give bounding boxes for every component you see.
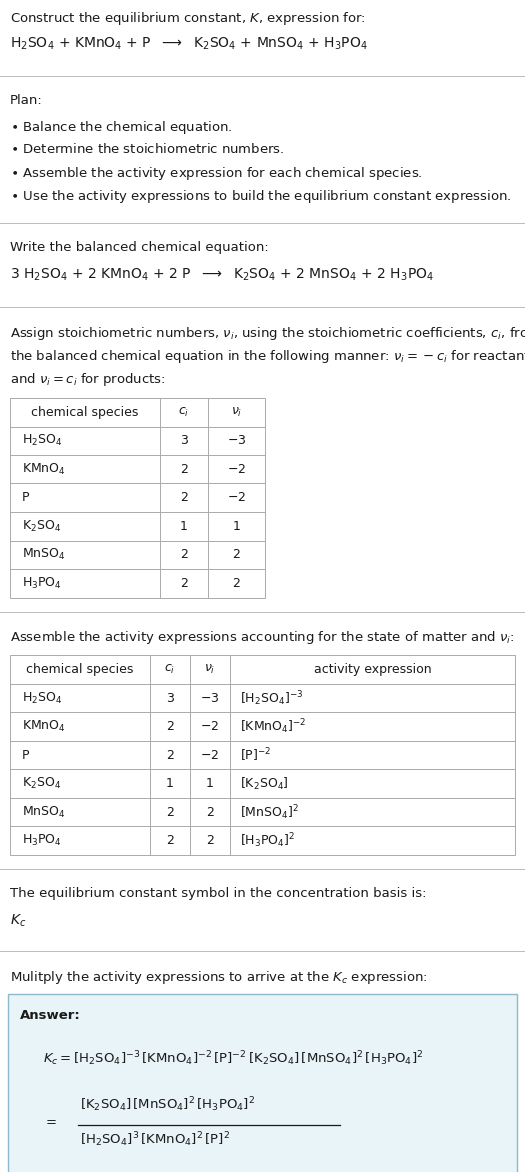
Text: 3: 3 [166,691,174,704]
Text: 2: 2 [206,834,214,847]
Text: $\mathrm{K_2SO_4}$: $\mathrm{K_2SO_4}$ [22,776,61,791]
Text: $[\mathrm{H_2SO_4}]^3\,[\mathrm{KMnO_4}]^2\,[\mathrm{P}]^2$: $[\mathrm{H_2SO_4}]^3\,[\mathrm{KMnO_4}]… [80,1130,230,1149]
Text: P: P [22,491,29,504]
Text: $\nu_i$: $\nu_i$ [231,406,242,418]
Text: $\mathrm{H_2SO_4}$: $\mathrm{H_2SO_4}$ [22,690,62,706]
Text: The equilibrium constant symbol in the concentration basis is:: The equilibrium constant symbol in the c… [10,887,426,900]
Text: 2: 2 [166,749,174,762]
Text: 1: 1 [180,519,188,533]
Text: $-2$: $-2$ [201,721,219,734]
Text: =: = [46,1117,57,1130]
Text: 1: 1 [166,777,174,790]
Text: Write the balanced chemical equation:: Write the balanced chemical equation: [10,241,269,254]
Text: $\mathrm{KMnO_4}$: $\mathrm{KMnO_4}$ [22,720,66,735]
Text: $-2$: $-2$ [201,749,219,762]
Text: 2: 2 [166,805,174,819]
Text: 2: 2 [233,548,240,561]
Text: chemical species: chemical species [32,406,139,418]
Text: $\mathrm{K_2SO_4}$: $\mathrm{K_2SO_4}$ [22,519,61,533]
Text: $-3$: $-3$ [201,691,219,704]
Text: 2: 2 [180,548,188,561]
Text: $\mathrm{MnSO_4}$: $\mathrm{MnSO_4}$ [22,805,66,819]
Text: $c_i$: $c_i$ [164,663,176,676]
Text: Plan:: Plan: [10,94,43,107]
Text: 1: 1 [233,519,240,533]
Text: 2: 2 [166,721,174,734]
Text: Construct the equilibrium constant, $K$, expression for:: Construct the equilibrium constant, $K$,… [10,11,366,27]
Text: $[\mathrm{K_2SO_4}]\,[\mathrm{MnSO_4}]^2\,[\mathrm{H_3PO_4}]^2$: $[\mathrm{K_2SO_4}]\,[\mathrm{MnSO_4}]^2… [80,1095,255,1113]
Text: $-2$: $-2$ [227,491,246,504]
Text: $\bullet$ Balance the chemical equation.: $\bullet$ Balance the chemical equation. [10,120,233,136]
Text: chemical species: chemical species [26,663,134,676]
Text: 2: 2 [180,463,188,476]
Text: 2: 2 [180,577,188,590]
Text: $\nu_i$: $\nu_i$ [204,663,216,676]
Text: $[\mathrm{H_3PO_4}]^2$: $[\mathrm{H_3PO_4}]^2$ [240,831,296,850]
Text: 3: 3 [180,435,188,448]
Text: Mulitply the activity expressions to arrive at the $K_c$ expression:: Mulitply the activity expressions to arr… [10,969,428,986]
Text: $K_c = [\mathrm{H_2SO_4}]^{-3}\,[\mathrm{KMnO_4}]^{-2}\,[\mathrm{P}]^{-2}\,[\mat: $K_c = [\mathrm{H_2SO_4}]^{-3}\,[\mathrm… [43,1049,423,1068]
Text: $[\mathrm{K_2SO_4}]$: $[\mathrm{K_2SO_4}]$ [240,776,289,792]
Text: $-3$: $-3$ [227,435,246,448]
Text: 1: 1 [206,777,214,790]
Text: $\bullet$ Assemble the activity expression for each chemical species.: $\bullet$ Assemble the activity expressi… [10,165,423,182]
Text: $[\mathrm{P}]^{-2}$: $[\mathrm{P}]^{-2}$ [240,747,271,764]
Text: 2: 2 [166,834,174,847]
Text: $\mathrm{H_2SO_4}$: $\mathrm{H_2SO_4}$ [22,434,62,449]
Text: $\mathrm{H_3PO_4}$: $\mathrm{H_3PO_4}$ [22,575,62,591]
Bar [8,994,517,1172]
Text: 2: 2 [233,577,240,590]
Text: $[\mathrm{KMnO_4}]^{-2}$: $[\mathrm{KMnO_4}]^{-2}$ [240,717,307,736]
Text: Answer:: Answer: [20,1009,81,1022]
Text: $\bullet$ Use the activity expressions to build the equilibrium constant express: $\bullet$ Use the activity expressions t… [10,188,511,205]
Text: $\mathrm{H_2SO_4}$ + KMnO$_4$ + P  $\longrightarrow$  K$_2$SO$_4$ + MnSO$_4$ + H: $\mathrm{H_2SO_4}$ + KMnO$_4$ + P $\long… [10,36,368,53]
Text: $\bullet$ Determine the stoichiometric numbers.: $\bullet$ Determine the stoichiometric n… [10,142,285,156]
Text: $c_i$: $c_i$ [178,406,190,418]
Text: $\mathrm{H_3PO_4}$: $\mathrm{H_3PO_4}$ [22,833,62,849]
Text: Assemble the activity expressions accounting for the state of matter and $\nu_i$: Assemble the activity expressions accoun… [10,629,514,647]
Text: the balanced chemical equation in the following manner: $\nu_i = -c_i$ for react: the balanced chemical equation in the fo… [10,348,525,364]
Text: and $\nu_i = c_i$ for products:: and $\nu_i = c_i$ for products: [10,372,165,388]
Text: 2: 2 [180,491,188,504]
Text: P: P [22,749,29,762]
Text: activity expression: activity expression [314,663,432,676]
Text: $-2$: $-2$ [227,463,246,476]
Text: 3 H$_2$SO$_4$ + 2 KMnO$_4$ + 2 P  $\longrightarrow$  K$_2$SO$_4$ + 2 MnSO$_4$ + : 3 H$_2$SO$_4$ + 2 KMnO$_4$ + 2 P $\longr… [10,267,434,284]
Text: $[\mathrm{H_2SO_4}]^{-3}$: $[\mathrm{H_2SO_4}]^{-3}$ [240,689,303,708]
Bar [10,398,265,598]
Text: $\mathrm{KMnO_4}$: $\mathrm{KMnO_4}$ [22,462,66,477]
Text: $\mathrm{MnSO_4}$: $\mathrm{MnSO_4}$ [22,547,66,563]
Text: $[\mathrm{MnSO_4}]^2$: $[\mathrm{MnSO_4}]^2$ [240,803,299,822]
Text: Assign stoichiometric numbers, $\nu_i$, using the stoichiometric coefficients, $: Assign stoichiometric numbers, $\nu_i$, … [10,325,525,342]
Text: 2: 2 [206,805,214,819]
Bar [10,655,515,856]
Text: $K_c$: $K_c$ [10,913,26,929]
